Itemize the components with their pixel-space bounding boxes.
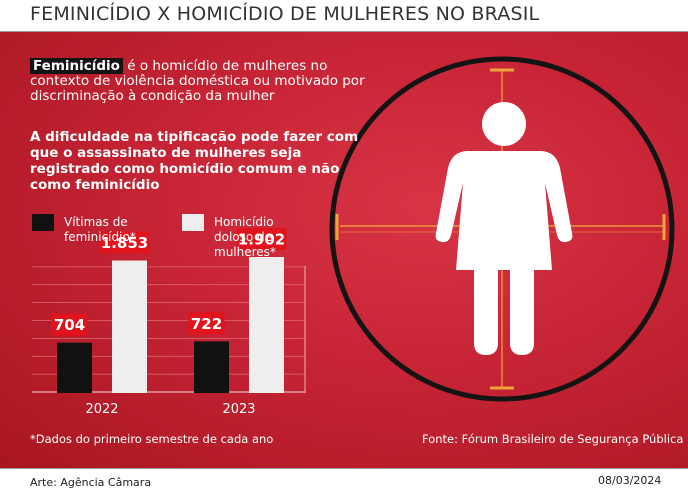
legend-label-feminicidio: Vítimas de feminicídio* xyxy=(64,215,136,244)
intro-text: é o homicídio de mulheres no contexto de… xyxy=(30,58,365,104)
intro-term-highlight: Feminicídio xyxy=(30,58,123,74)
woman-icon xyxy=(435,102,573,355)
data-label-box xyxy=(236,228,287,251)
x-tick-label-2023: 2023 xyxy=(222,402,255,417)
data-label-feminicidio-2022: 704 xyxy=(54,316,85,334)
publish-date: 08/03/2024 xyxy=(598,474,662,487)
bar-feminicidio-2023 xyxy=(194,341,229,393)
data-label-box xyxy=(188,312,225,335)
explanatory-text: A dificuldade na tipificação pode fazer … xyxy=(30,129,359,193)
legend-label-homicidio: Homicídio doloso de mulheres* xyxy=(214,215,276,259)
intro-definition: Feminicídio é o homicídio de mulheres no… xyxy=(30,58,380,104)
bar-feminicidio-2022 xyxy=(57,342,92,393)
source-credit: Fonte: Fórum Brasileiro de Segurança Púb… xyxy=(422,432,684,446)
footnote: *Dados do primeiro semestre de cada ano xyxy=(30,432,274,446)
footer-divider xyxy=(0,468,688,469)
data-label-homicidio-2023: 1.902 xyxy=(238,231,285,249)
bar-homicidio-2023 xyxy=(249,257,284,393)
title-divider xyxy=(0,31,688,32)
data-label-homicidio-2022: 1.853 xyxy=(101,234,148,252)
data-label-box xyxy=(51,313,88,336)
page-title: FEMINICÍDIO X HOMICÍDIO DE MULHERES NO B… xyxy=(30,3,540,25)
data-label-box xyxy=(99,231,150,254)
legend-swatch-homicidio xyxy=(182,214,204,231)
legend-swatch-feminicidio xyxy=(32,214,54,231)
art-credit: Arte: Agência Câmara xyxy=(30,476,152,489)
chart-bars: 704 1.853 722 1.902 xyxy=(51,228,287,393)
bar-homicidio-2022 xyxy=(112,260,147,393)
x-tick-label-2022: 2022 xyxy=(85,402,118,417)
data-label-feminicidio-2023: 722 xyxy=(191,315,222,333)
